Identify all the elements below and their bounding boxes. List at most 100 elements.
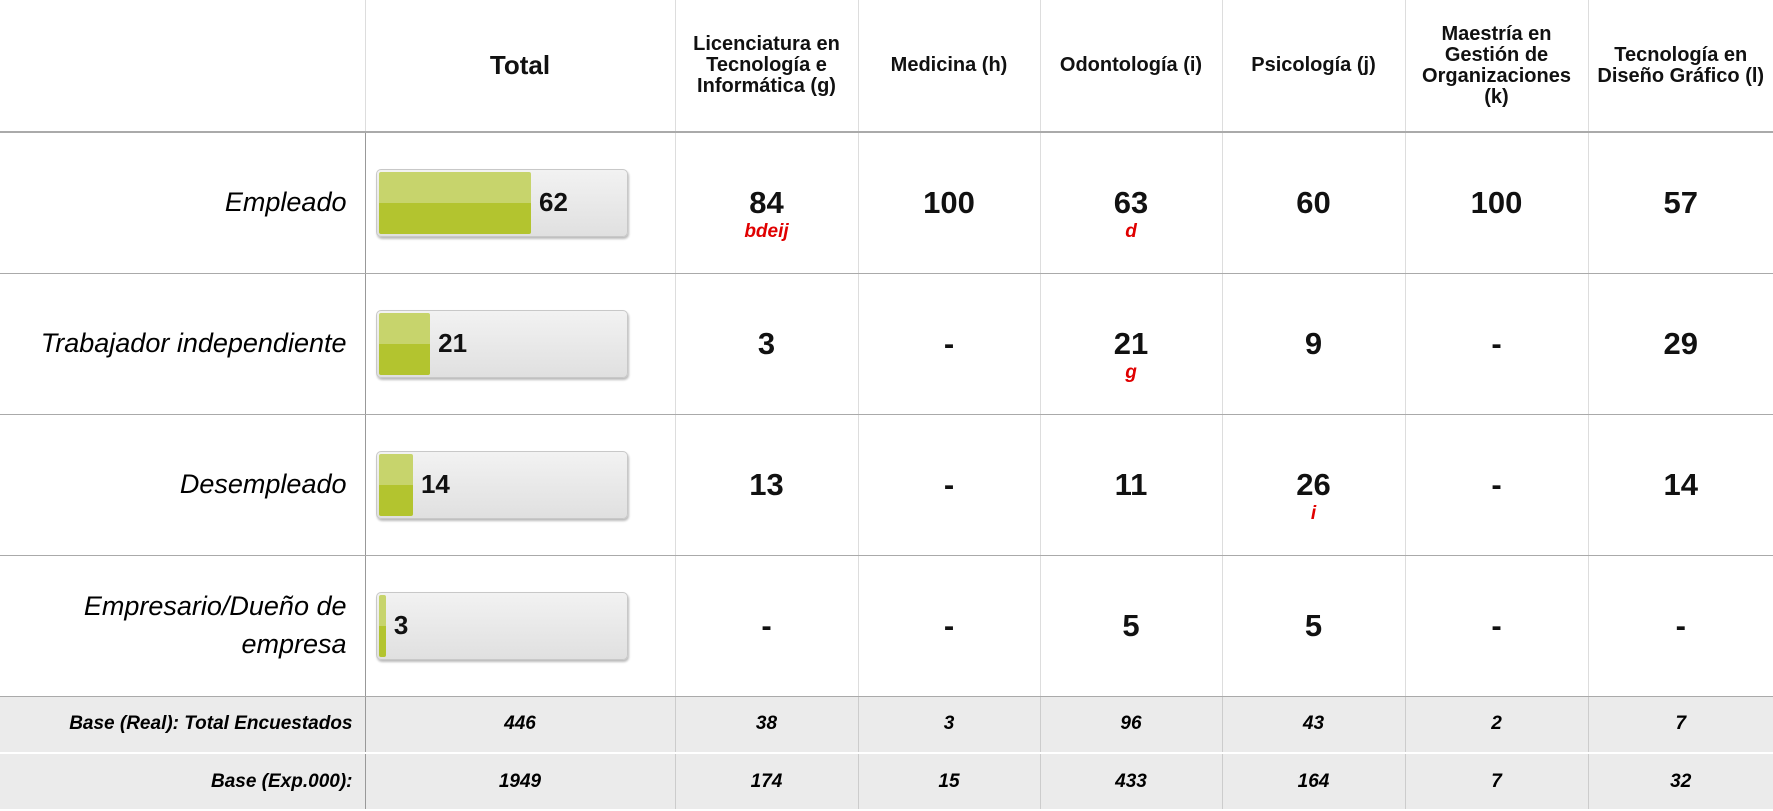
value: - — [1491, 466, 1502, 502]
value: 21 — [1113, 325, 1149, 361]
value-cell: - — [1404, 555, 1588, 697]
bar-track: 62 — [375, 168, 628, 237]
base-label: Base (Exp.000): — [0, 753, 366, 811]
value-cell: 29 — [1587, 273, 1773, 415]
value: - — [761, 607, 772, 643]
value-cell: - — [1587, 555, 1773, 697]
nosig — [1047, 445, 1216, 467]
header-row: Total Licenciatura en Tecnología e Inform… — [0, 0, 1773, 133]
base-value: 433 — [1039, 753, 1222, 811]
nosig — [1595, 221, 1768, 243]
bar-track: 3 — [375, 591, 628, 660]
base-value: 174 — [674, 753, 858, 811]
value-cell: 26 i — [1221, 414, 1405, 556]
nosig — [1229, 586, 1399, 608]
nosig — [1412, 445, 1582, 467]
nosig — [682, 644, 852, 666]
value: 63 — [1113, 184, 1149, 220]
total-cell: 14 — [364, 414, 675, 556]
value-cell: 63 d — [1039, 132, 1222, 274]
nosig — [865, 445, 1034, 467]
data-row: Empresario/Dueño de empresa 3 - - 5 5 - - — [0, 555, 1773, 697]
base-value: 43 — [1221, 696, 1405, 754]
value-cell: 21 g — [1039, 273, 1222, 415]
nosig — [682, 445, 852, 467]
column-header: Licenciatura en Tecnología e Informática… — [674, 0, 858, 133]
value: - — [943, 325, 955, 361]
column-header: Medicina (h) — [857, 0, 1040, 133]
column-header: Maestría en Gestión de Organizaciones (k… — [1404, 0, 1588, 133]
nosig — [1229, 304, 1399, 326]
value: 26 — [1296, 466, 1331, 502]
nosig — [865, 586, 1034, 608]
nosig — [1412, 362, 1582, 384]
base-value: 7 — [1587, 696, 1773, 754]
nosig — [1595, 644, 1768, 666]
value: 84 — [749, 184, 784, 220]
value-cell: 14 — [1587, 414, 1773, 556]
base-row: Base (Exp.000): 1949 174 15 433 164 7 32 — [0, 753, 1773, 811]
value: 5 — [1304, 607, 1323, 643]
base-value: 7 — [1404, 753, 1588, 811]
value-cell: 84 bdeij — [674, 132, 858, 274]
base-value: 96 — [1039, 696, 1222, 754]
data-row: Empleado 62 84 bdeij 100 63 d 60 100 57 — [0, 132, 1773, 274]
nosig — [865, 503, 1034, 525]
value: 13 — [749, 466, 784, 502]
bar — [378, 312, 431, 375]
value: 29 — [1663, 325, 1698, 361]
value: - — [1675, 607, 1686, 643]
value-cell: - — [857, 414, 1040, 556]
value-cell: - — [857, 273, 1040, 415]
row-label: Desempleado — [0, 414, 366, 556]
nosig — [1595, 362, 1768, 384]
significance: d — [1125, 220, 1137, 242]
value-cell: 100 — [857, 132, 1040, 274]
column-header: Tecnología en Diseño Gráfico (l) — [1587, 0, 1773, 133]
nosig — [1229, 644, 1399, 666]
nosig — [1229, 221, 1399, 243]
value: 14 — [1663, 466, 1698, 502]
nosig — [682, 304, 852, 326]
base-value: 15 — [857, 753, 1040, 811]
data-row: Trabajador independiente 21 3-21 g 9-29 — [0, 273, 1773, 415]
base-value: 32 — [1587, 753, 1773, 811]
value-cell: 57 — [1587, 132, 1773, 274]
nosig — [865, 163, 1034, 185]
bar-track: 14 — [375, 450, 628, 519]
bar — [378, 594, 386, 657]
nosig — [1412, 586, 1582, 608]
total-cell: 3 — [364, 555, 675, 697]
nosig — [865, 221, 1034, 243]
nosig — [1412, 221, 1582, 243]
nosig — [1595, 163, 1768, 185]
value-cell: 3 — [674, 273, 858, 415]
nosig — [1595, 586, 1768, 608]
nosig — [1595, 445, 1768, 467]
value: 5 — [1122, 607, 1140, 643]
row-label: Empleado — [0, 132, 366, 274]
value: - — [1491, 325, 1502, 361]
nosig — [1595, 304, 1768, 326]
nosig — [1229, 362, 1399, 384]
value: - — [943, 607, 955, 643]
bar-label: 14 — [420, 469, 450, 499]
bar-label: 21 — [438, 328, 468, 358]
nosig — [1412, 503, 1582, 525]
nosig — [1047, 586, 1216, 608]
value: 100 — [923, 184, 975, 220]
base-value: 3 — [857, 696, 1040, 754]
value: - — [943, 466, 955, 502]
column-header: Psicología (j) — [1221, 0, 1405, 133]
total-cell: 62 — [364, 132, 675, 274]
total-cell: 21 — [364, 273, 675, 415]
base-value: 38 — [674, 696, 858, 754]
value: 11 — [1114, 466, 1148, 502]
value-cell: 11 — [1039, 414, 1222, 556]
value: 3 — [757, 325, 776, 361]
nosig — [1412, 304, 1582, 326]
nosig — [1229, 445, 1399, 467]
value: 9 — [1304, 325, 1323, 361]
value: 57 — [1663, 184, 1698, 220]
